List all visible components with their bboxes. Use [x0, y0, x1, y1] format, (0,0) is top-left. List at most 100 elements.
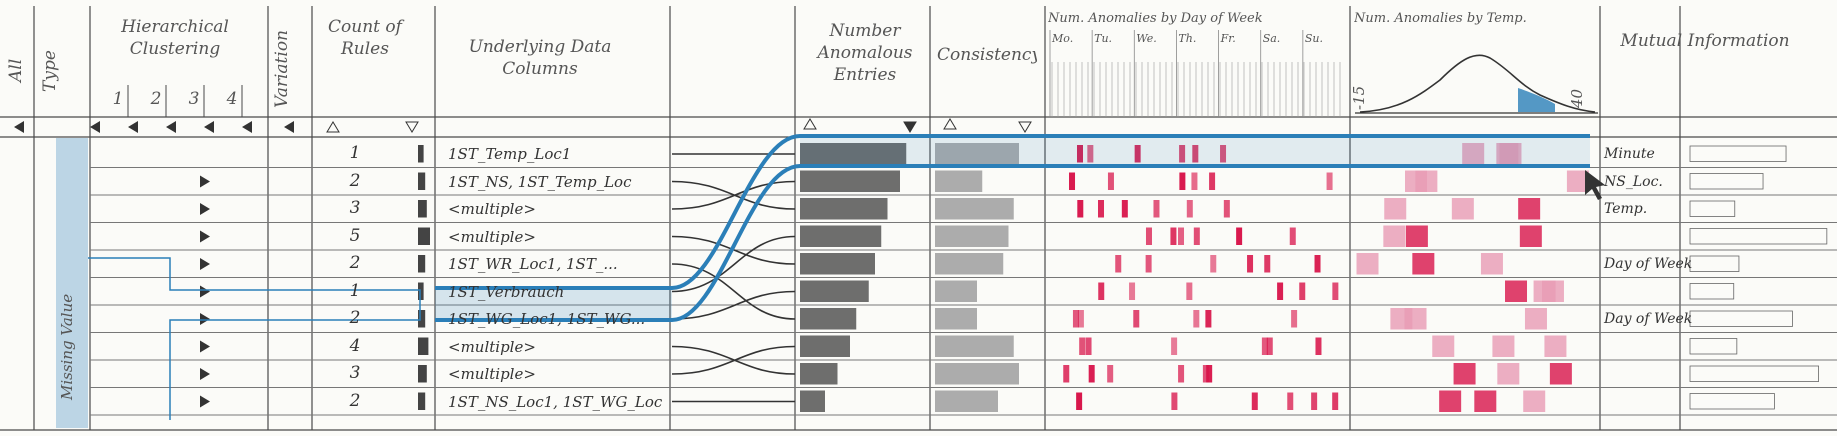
day-anomaly-mark: [1107, 172, 1114, 190]
consistency-bar: [935, 170, 983, 192]
data-columns-cell[interactable]: <multiple>: [448, 200, 536, 218]
anomalous-entries-bar: [800, 198, 888, 220]
temp-anomaly-mark: [1492, 335, 1515, 357]
data-columns-cell[interactable]: 1ST_Verbrauch: [448, 282, 565, 301]
data-columns-cell[interactable]: <multiple>: [448, 337, 536, 356]
day-anomaly-mark: [1115, 255, 1122, 273]
temp-selection-area: [1518, 88, 1555, 112]
data-columns-cell[interactable]: 1ST_NS_Loc1, 1ST_WG_Loc: [448, 392, 663, 411]
anomalous-entries-bar: [800, 170, 900, 192]
day-anomaly-mark: [1192, 145, 1199, 163]
consistency-header[interactable]: Consistency: [937, 45, 1037, 65]
expand-triangle-icon: [166, 121, 176, 133]
data-columns-cell[interactable]: 1ST_WG_Loc1, 1ST_WG...: [448, 310, 646, 328]
day-anomaly-mark: [1069, 172, 1076, 190]
variation-header[interactable]: Variation: [272, 29, 292, 108]
count-bar: [418, 145, 424, 163]
expand-triangle-icon: [14, 121, 24, 133]
day-anomaly-mark: [1251, 392, 1258, 410]
cluster-level-1[interactable]: 1: [112, 89, 124, 109]
mutual-info-label[interactable]: Minute: [1604, 146, 1655, 162]
temp-anomaly-mark: [1432, 335, 1455, 357]
temp-anomaly-mark: [1544, 335, 1567, 357]
cluster-expand-icon: [200, 313, 210, 325]
expand-triangle-icon: [204, 121, 214, 133]
consistency-bar: [935, 253, 1004, 275]
cluster-level-3[interactable]: 3: [188, 89, 200, 109]
day-anomaly-mark: [1332, 392, 1339, 410]
day-anomaly-mark: [1129, 282, 1136, 300]
cluster-expand-icon: [200, 175, 210, 188]
day-anomaly-mark: [1315, 337, 1322, 355]
rule-count: 1: [349, 143, 361, 163]
cluster-expand-icon: [200, 395, 210, 408]
mutual-info-label[interactable]: Day of Week: [1604, 256, 1693, 272]
temp-anomaly-mark: [1453, 363, 1476, 385]
temp-anomaly-mark: [1518, 198, 1541, 220]
mutual-info-bar: [1689, 145, 1787, 162]
day-anomaly-mark: [1186, 200, 1193, 218]
data-columns-cell[interactable]: <multiple>: [448, 227, 536, 246]
count-rules-header[interactable]: Count of Rules: [328, 17, 402, 59]
day-anomaly-mark: [1145, 255, 1152, 273]
consistency-bar: [935, 390, 998, 412]
consistency-bar: [935, 280, 977, 302]
anomalous-entries-header[interactable]: Number Anomalous Entries: [817, 21, 913, 85]
anomalous-entries-bar: [800, 253, 875, 275]
day-of-week-header[interactable]: Num. Anomalies by Day of Week: [1048, 11, 1263, 26]
data-columns-cell[interactable]: 1ST_NS, 1ST_Temp_Loc: [448, 172, 632, 191]
count-bar: [418, 365, 427, 383]
temp-anomaly-mark: [1405, 225, 1428, 247]
data-columns-cell[interactable]: <multiple>: [448, 365, 536, 383]
day-anomaly-mark: [1332, 282, 1339, 300]
temp-anomaly-mark: [1383, 225, 1406, 247]
temp-anomaly-mark: [1462, 143, 1485, 165]
temp-anomaly-mark: [1390, 308, 1413, 330]
day-anomaly-mark: [1191, 172, 1198, 190]
mutual-info-bar: [1689, 310, 1793, 327]
cluster-level-2[interactable]: 2: [150, 89, 162, 109]
day-anomaly-mark: [1291, 310, 1298, 328]
day-anomaly-mark: [1314, 255, 1321, 273]
data-columns-cell[interactable]: 1ST_WR_Loc1, 1ST_...: [448, 255, 618, 273]
mutual-info-header[interactable]: Mutual Information: [1620, 31, 1790, 51]
cluster-level-4[interactable]: 4: [226, 89, 238, 109]
day-label: Sa.: [1262, 32, 1281, 45]
day-anomaly-mark: [1193, 310, 1200, 328]
temp-anomaly-mark: [1405, 170, 1428, 192]
day-label: Fr.: [1220, 32, 1236, 45]
mutual-info-bar: [1689, 228, 1828, 245]
day-anomaly-mark: [1220, 145, 1227, 163]
anomalous-entries-bar: [800, 280, 869, 302]
type-header[interactable]: Type: [40, 50, 60, 92]
day-label: Su.: [1304, 32, 1323, 45]
day-anomaly-mark: [1266, 337, 1273, 355]
highlight-path-bottom: [435, 164, 1590, 322]
rule-count: 2: [349, 253, 361, 273]
day-anomaly-mark: [1133, 310, 1140, 328]
temp-anomaly-mark: [1533, 280, 1556, 302]
mutual-info-label[interactable]: Day of Week: [1604, 311, 1693, 327]
count-bar: [418, 255, 426, 273]
temp-axis-min: -15: [1350, 85, 1368, 110]
rule-count: 5: [349, 225, 361, 246]
data-columns-header[interactable]: Underlying Data Columns: [468, 37, 612, 79]
temp-anomaly-mark: [1523, 390, 1546, 412]
day-anomaly-mark: [1077, 310, 1084, 328]
data-columns-cell[interactable]: 1ST_Temp_Loc1: [448, 145, 572, 163]
anomalous-entries-bar: [800, 225, 882, 247]
temp-anomaly-mark: [1451, 198, 1474, 220]
day-anomaly-mark: [1223, 200, 1230, 218]
day-label: Tu.: [1094, 32, 1113, 45]
temp-header[interactable]: Num. Anomalies by Temp.: [1354, 11, 1527, 26]
mutual-info-label[interactable]: NS_Loc.: [1604, 173, 1663, 190]
all-header[interactable]: All: [6, 58, 26, 82]
day-anomaly-mark: [1179, 172, 1186, 190]
count-bar: [418, 392, 426, 410]
day-anomaly-mark: [1079, 337, 1086, 355]
clustering-header[interactable]: Hierarchical Clustering: [121, 17, 229, 59]
sort-triangle-icon: [943, 118, 957, 130]
mutual-info-label[interactable]: Temp.: [1604, 201, 1648, 217]
day-anomaly-mark: [1171, 392, 1178, 410]
day-anomaly-mark: [1088, 365, 1095, 383]
